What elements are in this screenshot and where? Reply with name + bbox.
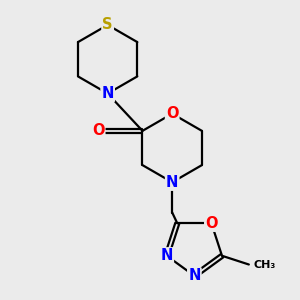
Text: N: N [101,86,114,101]
Text: CH₃: CH₃ [254,260,276,269]
Text: N: N [188,268,201,283]
Text: O: O [205,216,218,231]
Text: S: S [102,17,113,32]
Text: O: O [92,123,104,138]
Text: N: N [166,175,178,190]
Text: O: O [166,106,178,121]
Text: N: N [160,248,173,263]
